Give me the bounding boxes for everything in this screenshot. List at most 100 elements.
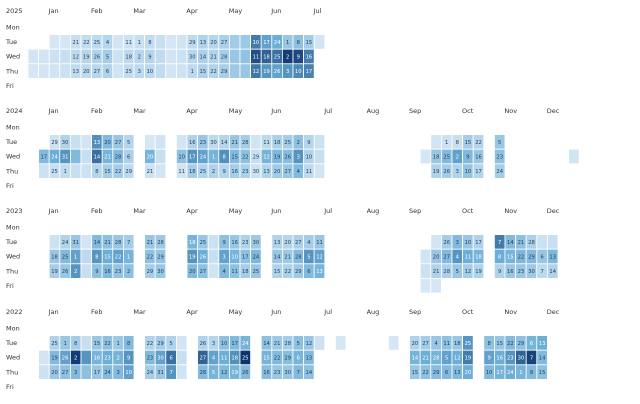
cell-label: 22 — [115, 254, 122, 260]
heatmap-cell — [48, 63, 61, 79]
cell-label: 1 — [116, 341, 119, 347]
cell-label: 23 — [274, 370, 281, 376]
cell-label: 15 — [200, 69, 207, 75]
cell-label: 9 — [222, 169, 225, 175]
heatmap-cell — [123, 163, 135, 179]
year-label: 2022 — [6, 308, 23, 316]
cell-label: 20 — [210, 40, 217, 46]
heatmap-cell — [175, 349, 188, 366]
cell-label: 25 — [284, 140, 291, 146]
month-label: May — [229, 7, 243, 15]
cell-label: 22 — [507, 341, 514, 347]
year-panel-2022: 2022 Jan Feb Mar Apr May Jun Jul Aug Sep Oct Nov Dec… — [5, 308, 560, 391]
cell-label: 11 — [253, 54, 260, 60]
cell-label: 16 — [263, 370, 270, 376]
cell-label: 18 — [51, 254, 58, 260]
cell-label: 31 — [62, 154, 69, 160]
cell-label: 22 — [104, 341, 111, 347]
heatmap-cell — [165, 48, 177, 65]
cell-label: 26 — [242, 370, 249, 376]
heatmap-cell — [462, 364, 474, 380]
cell-label: 15 — [231, 154, 238, 160]
month-label: Mar — [133, 107, 146, 115]
cell-label: 13 — [306, 355, 313, 361]
cell-label: 21 — [104, 154, 111, 160]
cell-label: 9 — [466, 154, 469, 160]
cell-label: 23 — [242, 240, 249, 246]
cell-label: 3 — [74, 370, 77, 376]
heatmap-cell — [419, 263, 432, 279]
cell-label: 26 — [443, 240, 450, 246]
cell-label: 29 — [518, 341, 525, 347]
cell-label: 9 — [95, 269, 98, 275]
cell-label: 15 — [263, 355, 270, 361]
cell-label: 30 — [157, 269, 164, 275]
heatmap-cell — [175, 48, 188, 65]
cell-label: 28 — [443, 269, 450, 275]
month-label: Aug — [367, 207, 380, 215]
cell-label: 1 — [63, 341, 66, 347]
cell-label: 26 — [62, 355, 69, 361]
cell-label: 10 — [465, 240, 472, 246]
cell-label: 25 — [465, 341, 472, 347]
cell-label: 2 — [212, 169, 215, 175]
year-panel-2024: 2024 Jan Feb Mar Apr May Jun Jul Aug Sep Oct Nov Dec… — [5, 107, 580, 190]
cell-label: 21 — [147, 240, 154, 246]
cell-label: 4 — [212, 355, 216, 361]
cell-label: 27 — [200, 355, 207, 361]
cell-label: 30 — [284, 370, 291, 376]
weekday-label: Wed — [6, 153, 20, 161]
cell-label: 27 — [295, 240, 302, 246]
cell-label: 18 — [274, 140, 281, 146]
cell-label: 27 — [94, 69, 101, 75]
cell-label: 16 — [231, 240, 238, 246]
cell-label: 18 — [475, 254, 482, 260]
cell-label: 15 — [104, 169, 111, 175]
cell-label: 25 — [200, 169, 207, 175]
cell-label: 21 — [284, 254, 291, 260]
cell-label: 24 — [200, 154, 207, 160]
cell-label: 14 — [412, 355, 419, 361]
cell-label: 15 — [465, 140, 472, 146]
weekday-label: Wed — [6, 53, 20, 61]
cell-label: 15 — [539, 370, 546, 376]
heatmap-cell — [303, 63, 315, 79]
month-label: Jul — [323, 207, 332, 215]
month-label: Mar — [133, 308, 146, 316]
heatmap-cell — [154, 148, 167, 165]
cell-label: 2 — [138, 54, 141, 60]
cell-label: 27 — [115, 140, 122, 146]
weekday-label: Fri — [6, 282, 14, 290]
weekday-label: Fri — [6, 182, 14, 190]
cell-label: 1 — [191, 69, 194, 75]
cell-label: 24 — [507, 370, 514, 376]
cell-label: 5 — [307, 254, 310, 260]
cell-label: 28 — [242, 140, 249, 146]
cell-label: 12 — [316, 254, 323, 260]
cell-label: 21 — [422, 355, 429, 361]
month-label: Feb — [91, 308, 103, 316]
cell-label: 30 — [253, 240, 260, 246]
cell-label: 31 — [72, 240, 79, 246]
heatmap-cell — [239, 48, 252, 65]
cell-label: 8 — [148, 40, 151, 46]
heatmap-cell — [112, 34, 124, 50]
cell-label: 4 — [434, 341, 438, 347]
cell-label: 12 — [72, 54, 79, 60]
cell-label: 20 — [104, 140, 111, 146]
heatmap-cell — [207, 263, 220, 279]
cell-label: 10 — [147, 69, 154, 75]
weekday-label: Fri — [6, 383, 14, 391]
cell-label: 27 — [200, 269, 207, 275]
cell-label: 24 — [62, 240, 69, 246]
month-label: Nov — [504, 107, 517, 115]
cell-label: 15 — [507, 254, 514, 260]
cell-label: 3 — [138, 69, 141, 75]
heatmap-cell — [430, 277, 442, 294]
month-label: Mar — [133, 7, 146, 15]
cell-label: 29 — [147, 269, 154, 275]
cell-label: 25 — [274, 54, 281, 60]
cell-label: 12 — [454, 355, 461, 361]
